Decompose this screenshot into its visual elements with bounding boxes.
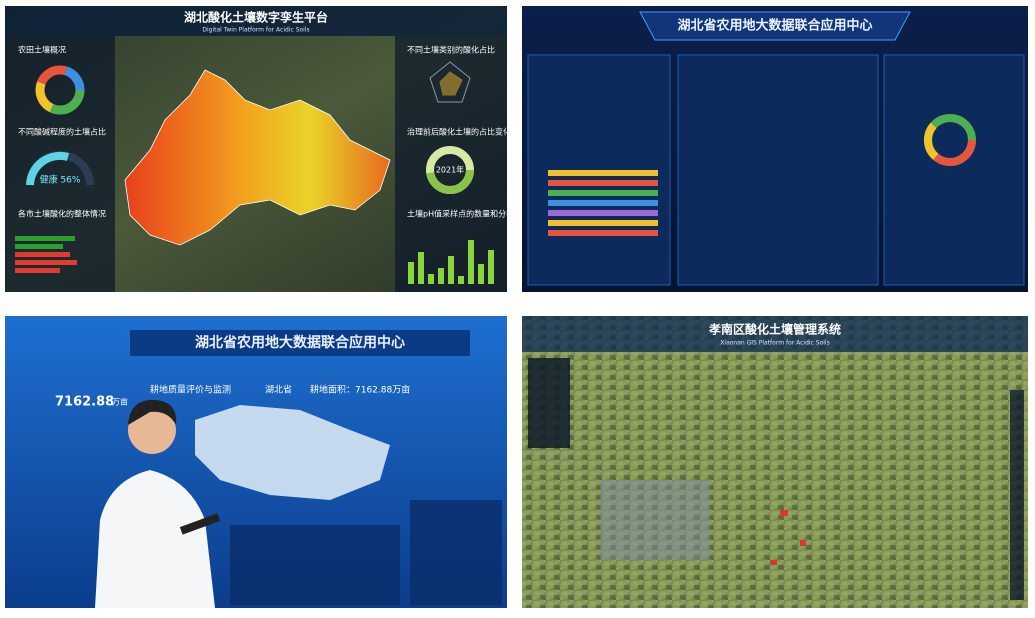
title: 湖北省农用地大数据联合应用中心 (195, 334, 405, 351)
legend-bar (1010, 390, 1024, 600)
donut-segment (924, 114, 976, 166)
city-bars (15, 236, 77, 273)
card-title: 不同土壤类别的酸化占比 (407, 45, 495, 55)
card-title: 不同酸碱程度的土壤占比 (18, 127, 106, 137)
total-area: 7162.88 (55, 395, 114, 410)
panel-digital-twin: 湖北酸化土壤数字孪生平台 Digital Twin Platform for A… (5, 6, 514, 292)
card (677, 54, 879, 286)
donut-segment (35, 65, 85, 115)
table (230, 525, 400, 605)
card-title: 治理前后酸化土壤的占比变化 (407, 127, 511, 137)
gauge-fill (26, 151, 70, 186)
title: 湖北省农用地大数据联合应用中心 (677, 18, 872, 34)
province-map (195, 405, 390, 500)
total-unit: 万亩 (112, 397, 128, 407)
title: 湖北酸化土壤数字孪生平台 (184, 10, 328, 25)
radar-area (439, 71, 463, 96)
card-title: 土壤pH值采样点的数量和分布 (407, 209, 514, 219)
subtitle: Xiaonan GIS Platform for Acidic Soils (720, 340, 829, 347)
panel-photo: 湖北省农用地大数据联合应用中心 耕地质量评价与监测 湖北省 耕地面积：7162.… (5, 316, 507, 608)
donut-segment (924, 114, 976, 166)
subtitle: Digital Twin Platform for Acidic Soils (202, 27, 309, 34)
town-area (600, 480, 710, 560)
title-frame (639, 11, 911, 41)
sampling-bars (408, 240, 494, 284)
area-label: 耕地面积：7162.88万亩 (310, 384, 410, 396)
card-title: 各市土壤酸化的整体情况 (18, 209, 106, 219)
donut-segment (35, 65, 85, 115)
stacked-bars (548, 170, 658, 236)
region: 湖北省 (265, 384, 292, 396)
presenter (95, 399, 221, 608)
donut-segment (35, 65, 85, 115)
acidic-plots (770, 510, 806, 565)
panel-gis: 孝南区酸化土壤管理系统 Xiaonan GIS Platform for Aci… (522, 316, 1028, 608)
section-title: 耕地质量评价与监测 (150, 384, 231, 396)
province-map (124, 69, 391, 246)
card (883, 54, 1025, 286)
panel-data-center: 湖北省农用地大数据联合应用中心 (522, 6, 1028, 292)
side-list (410, 500, 502, 605)
ring-segment (426, 146, 474, 194)
card-title: 农田土壤概况 (18, 45, 66, 55)
radar-grid (429, 61, 471, 103)
gauge-label: 健康 56% (40, 174, 81, 186)
ring-label: 2021年 (436, 165, 464, 175)
title-frame (130, 330, 470, 356)
layer-menu[interactable] (528, 358, 570, 448)
title: 孝南区酸化土壤管理系统 (708, 322, 841, 337)
